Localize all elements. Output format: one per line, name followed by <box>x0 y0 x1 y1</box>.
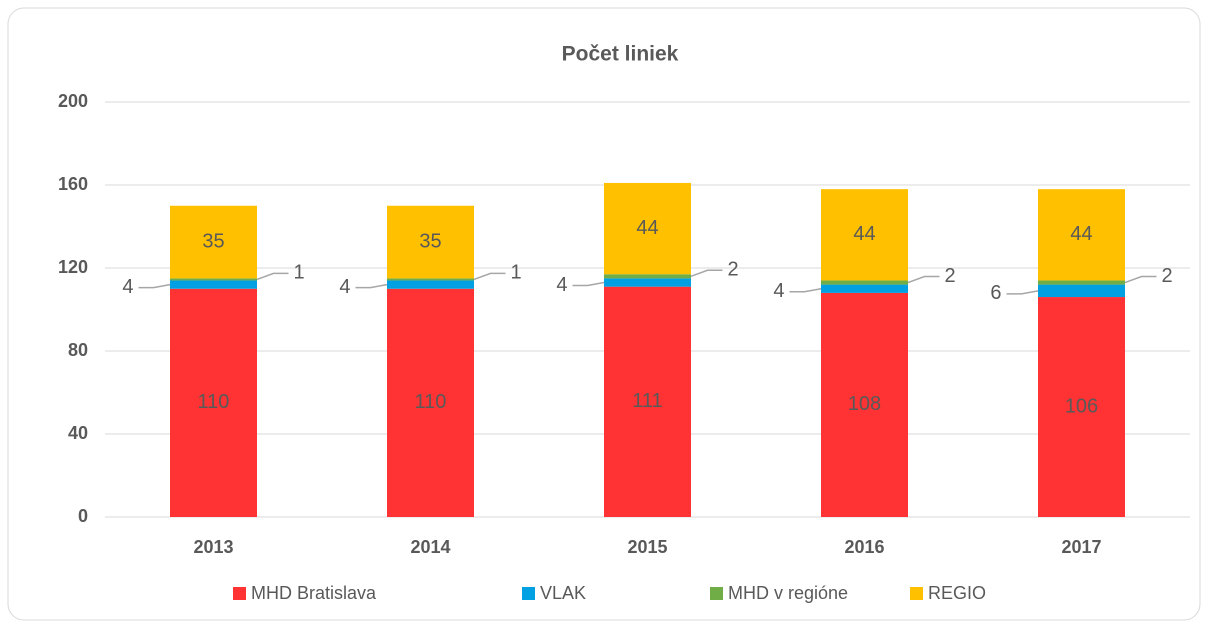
bar-segment <box>604 182 691 275</box>
leader-line <box>1124 275 1157 284</box>
data-label: 4 <box>339 276 350 298</box>
chart-title: Počet liniek <box>562 43 679 66</box>
legend-swatch <box>522 587 535 600</box>
bar-segment <box>387 205 474 279</box>
data-label: 4 <box>556 274 567 296</box>
leader-line <box>1006 290 1039 295</box>
legend-label: MHD v regióne <box>728 583 848 603</box>
bar-segment <box>604 278 691 287</box>
leader-line <box>789 288 822 293</box>
bar-segment <box>170 205 257 279</box>
bar-segment <box>1038 280 1125 285</box>
x-tick-label: 2016 <box>844 537 884 557</box>
x-tick-label: 2014 <box>410 537 450 557</box>
bar-segment <box>604 274 691 279</box>
data-label: 108 <box>848 393 881 415</box>
y-tick-label: 120 <box>58 257 88 277</box>
leader-line <box>690 269 723 278</box>
bar-segment <box>170 278 257 281</box>
legend-swatch <box>910 587 923 600</box>
bar-segment <box>387 280 474 289</box>
data-label: 4 <box>773 280 784 302</box>
legend-label: MHD Bratislava <box>251 583 377 603</box>
data-label: 1 <box>294 262 305 284</box>
data-label: 2 <box>728 259 739 281</box>
bar-segment <box>387 288 474 517</box>
bar-segment <box>1038 297 1125 517</box>
data-label: 35 <box>419 230 441 252</box>
bar-segment <box>170 288 257 517</box>
data-label: 44 <box>636 217 658 239</box>
y-tick-label: 160 <box>58 174 88 194</box>
bar-segment <box>387 278 474 281</box>
data-label: 35 <box>202 230 224 252</box>
legend-swatch <box>710 587 723 600</box>
bar-segment <box>1038 284 1125 298</box>
bar-segment <box>821 280 908 285</box>
data-label: 4 <box>122 276 133 298</box>
data-label: 2 <box>1162 265 1173 287</box>
bar-segment <box>604 286 691 517</box>
leader-line <box>572 281 605 287</box>
y-tick-label: 0 <box>78 506 88 526</box>
leader-line <box>355 283 388 289</box>
leader-line <box>256 272 289 281</box>
leader-line <box>907 275 940 284</box>
data-label: 6 <box>990 282 1001 304</box>
legend-swatch <box>233 587 246 600</box>
data-label: 1 <box>511 262 522 284</box>
bar-segment <box>821 189 908 281</box>
data-label: 110 <box>198 391 230 413</box>
data-label: 44 <box>1070 223 1092 245</box>
bar-segment <box>821 292 908 517</box>
x-tick-label: 2013 <box>193 537 233 557</box>
data-label: 110 <box>415 391 447 413</box>
data-label: 111 <box>632 390 662 412</box>
x-tick-label: 2015 <box>627 537 667 557</box>
bar-segment <box>170 280 257 289</box>
data-label: 44 <box>853 223 875 245</box>
legend-label: REGIO <box>928 583 986 603</box>
legend-label: VLAK <box>540 583 586 603</box>
x-tick-label: 2017 <box>1061 537 1101 557</box>
bar-segment <box>1038 189 1125 281</box>
y-tick-label: 40 <box>68 423 88 443</box>
data-label: 106 <box>1065 395 1098 417</box>
leader-line <box>138 283 171 289</box>
bar-segment <box>821 284 908 293</box>
data-label: 2 <box>945 265 956 287</box>
y-tick-label: 80 <box>68 340 88 360</box>
y-tick-label: 200 <box>58 91 88 111</box>
leader-line <box>473 272 506 281</box>
